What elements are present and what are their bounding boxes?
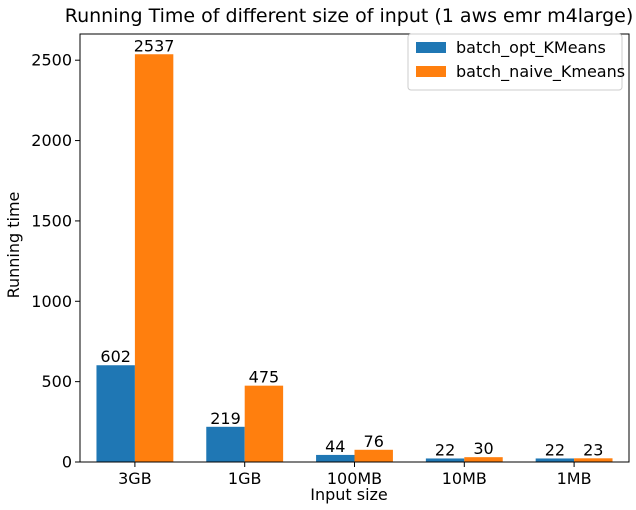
legend-swatch-batch_naive_Kmeans — [416, 66, 446, 77]
data-label-batch_naive_Kmeans-3GB: 2537 — [134, 36, 175, 55]
x-tick-label-1GB: 1GB — [228, 469, 262, 488]
chart-title: Running Time of different size of input … — [65, 5, 634, 27]
data-label-batch_naive_Kmeans-10MB: 30 — [473, 439, 493, 458]
data-label-batch_opt_KMeans-3GB: 602 — [100, 347, 131, 366]
legend-box — [407, 33, 623, 91]
bar-batch_opt_KMeans-1MB — [535, 458, 575, 462]
x-tick-label-10MB: 10MB — [442, 469, 487, 488]
bar-batch_naive_Kmeans-1GB — [244, 385, 284, 462]
data-label-batch_naive_Kmeans-1GB: 475 — [249, 368, 280, 387]
y-tick-label-1000: 1000 — [31, 292, 72, 311]
y-tick-label-2500: 2500 — [31, 51, 72, 70]
y-tick-label-2000: 2000 — [31, 131, 72, 150]
plot-area: 602 219 44 22 22 2537 475 76 30 23 0 500 1000 1500 200… — [31, 33, 630, 488]
bar-batch_naive_Kmeans-10MB — [464, 457, 503, 462]
bar-batch_opt_KMeans-100MB — [316, 454, 355, 462]
bar-batch_opt_KMeans-1GB — [206, 426, 245, 462]
y-tick-label-0: 0 — [62, 453, 72, 472]
legend-label-batch_opt_KMeans: batch_opt_KMeans — [456, 38, 606, 58]
y-tick-label-500: 500 — [41, 372, 72, 391]
bar-batch_naive_Kmeans-1MB — [574, 458, 613, 462]
bar-batch_naive_Kmeans-3GB — [134, 54, 174, 462]
x-tick-label-3GB: 3GB — [118, 469, 152, 488]
y-tick-label-1500: 1500 — [31, 211, 72, 230]
data-label-batch_opt_KMeans-10MB: 22 — [435, 440, 455, 459]
legend-label-batch_naive_Kmeans: batch_naive_Kmeans — [456, 62, 625, 82]
x-axis-label: Input size — [310, 485, 388, 504]
bar-batch_opt_KMeans-3GB — [96, 365, 135, 462]
y-axis-label: Running time — [4, 192, 23, 299]
data-label-batch_naive_Kmeans-100MB: 76 — [364, 432, 384, 451]
bar-batch_naive_Kmeans-100MB — [354, 449, 393, 462]
x-tick-label-100MB: 100MB — [327, 469, 382, 488]
data-label-batch_opt_KMeans-1GB: 219 — [210, 409, 241, 428]
x-tick-label-1MB: 1MB — [557, 469, 592, 488]
legend: batch_opt_KMeans batch_naive_Kmeans — [407, 33, 625, 91]
data-label-batch_naive_Kmeans-1MB: 23 — [583, 440, 603, 459]
data-label-batch_opt_KMeans-100MB: 44 — [325, 437, 345, 456]
bar-batch_opt_KMeans-10MB — [425, 458, 465, 462]
data-label-batch_opt_KMeans-1MB: 22 — [545, 440, 565, 459]
legend-swatch-batch_opt_KMeans — [416, 42, 446, 53]
